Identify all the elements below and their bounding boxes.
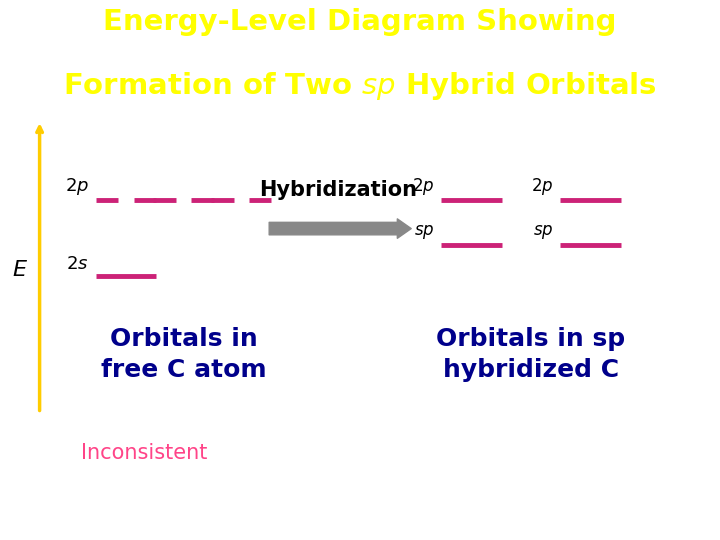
Text: $sp$: $sp$ bbox=[533, 224, 553, 241]
Text: Energy-Level Diagram Showing: Energy-Level Diagram Showing bbox=[103, 8, 617, 36]
Text: Formation of Two $\it{sp}$ Hybrid Orbitals: Formation of Two $\it{sp}$ Hybrid Orbita… bbox=[63, 70, 657, 103]
Text: Note:: Note: bbox=[12, 443, 74, 463]
Text: $sp$: $sp$ bbox=[414, 224, 434, 241]
Text: $2p$: $2p$ bbox=[412, 176, 434, 197]
Text: valence electrons should populate only sp orbitals: valence electrons should populate only s… bbox=[12, 479, 536, 499]
Text: Orbitals in sp
hybridized C: Orbitals in sp hybridized C bbox=[436, 327, 626, 382]
FancyArrowPatch shape bbox=[269, 219, 411, 238]
Text: (Aufbau) leaving no unpaired electrons: (Aufbau) leaving no unpaired electrons bbox=[12, 516, 418, 536]
Text: Orbitals in
free C atom: Orbitals in free C atom bbox=[101, 327, 266, 382]
Text: $E$: $E$ bbox=[12, 260, 28, 280]
Text: $2p$: $2p$ bbox=[65, 176, 89, 197]
Text: Hybridization: Hybridization bbox=[259, 180, 418, 200]
Text: $2s$: $2s$ bbox=[66, 255, 89, 273]
Text: $2p$: $2p$ bbox=[531, 176, 553, 197]
Text: Inconsistent: Inconsistent bbox=[81, 443, 208, 463]
Text: with actual bonding – 4: with actual bonding – 4 bbox=[220, 443, 463, 463]
